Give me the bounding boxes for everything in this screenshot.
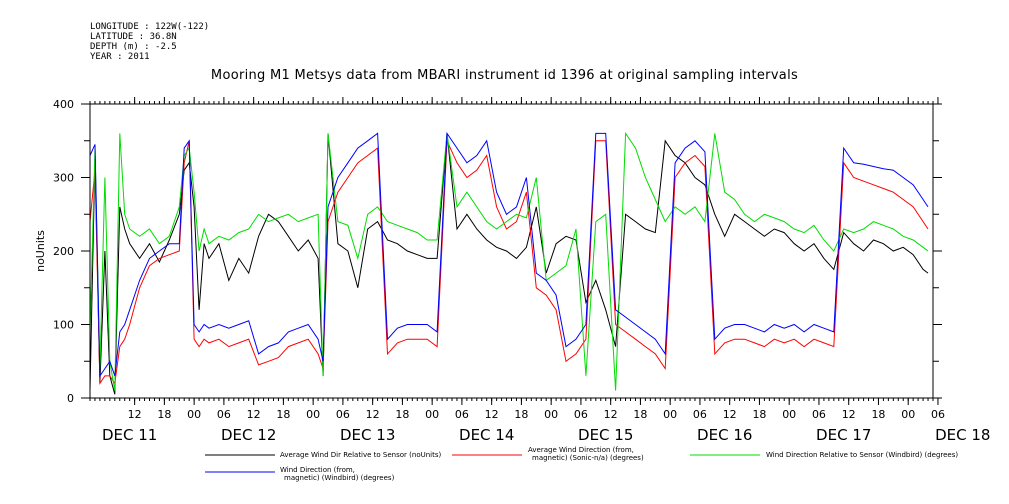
legend-label-2: Average Wind Direction (from, — [528, 446, 634, 454]
series-line-2 — [90, 140, 929, 385]
x-tick-label: 06 — [336, 408, 350, 421]
chart-title: Mooring M1 Metsys data from MBARI instru… — [210, 68, 799, 83]
y-tick-label: 0 — [67, 392, 74, 405]
x-tick-label: 06 — [931, 408, 945, 421]
x-tick-label: 00 — [901, 408, 915, 421]
year-text: YEAR : 2011 — [90, 52, 150, 62]
x-tick-label: 18 — [395, 408, 409, 421]
x-tick-label: 00 — [425, 408, 439, 421]
x-tick-label: 06 — [574, 408, 588, 421]
x-tick-label: 12 — [842, 408, 856, 421]
x-tick-label: 06 — [812, 408, 826, 421]
legend-label-2: magnetic) (Sonic-n/a) (degrees) — [532, 454, 644, 462]
depth-text: DEPTH (m) : -2.5 — [90, 42, 177, 52]
x-day-label: DEC 12 — [221, 426, 276, 444]
x-day-label: DEC 16 — [697, 426, 752, 444]
legend-label-1: Average Wind Dir Relative to Sensor (noU… — [280, 451, 441, 459]
latitude-text: LATITUDE : 36.8N — [90, 32, 177, 42]
metadata-block: LONGITUDE : 122W(-122) LATITUDE : 36.8N … — [90, 22, 209, 62]
x-day-label: DEC 17 — [816, 426, 871, 444]
x-tick-label: 00 — [782, 408, 796, 421]
x-day-label: DEC 15 — [578, 426, 633, 444]
x-tick-label: 00 — [187, 408, 201, 421]
x-tick-label: 12 — [723, 408, 737, 421]
x-day-label: DEC 18 — [935, 426, 990, 444]
x-tick-label: 18 — [514, 408, 528, 421]
x-tick-label: 00 — [663, 408, 677, 421]
longitude-text: LONGITUDE : 122W(-122) — [90, 22, 210, 32]
legend-label-4: magnetic) (Windbird) (degrees) — [284, 474, 395, 482]
x-tick-label: 12 — [604, 408, 618, 421]
x-tick-label: 06 — [455, 408, 469, 421]
legend-label-3: Wind Direction Relative to Sensor (Windb… — [766, 451, 958, 459]
y-axis-label: noUnits — [34, 230, 47, 272]
x-tick-label: 18 — [157, 408, 171, 421]
x-tick-label: 18 — [871, 408, 885, 421]
x-tick-label: 18 — [276, 408, 290, 421]
x-day-label: DEC 14 — [459, 426, 514, 444]
x-tick-label: 18 — [633, 408, 647, 421]
x-day-label: DEC 13 — [340, 426, 395, 444]
plot-frame — [89, 103, 934, 399]
x-tick-label: 00 — [306, 408, 320, 421]
x-tick-label: 12 — [128, 408, 142, 421]
x-tick-label: 12 — [247, 408, 261, 421]
x-day-label: DEC 11 — [102, 426, 157, 444]
x-tick-label: 12 — [366, 408, 380, 421]
series-line-1 — [90, 133, 929, 395]
legend-label-4: Wind Direction (from, — [280, 466, 355, 474]
x-tick-label: 00 — [544, 408, 558, 421]
series-line-4 — [90, 131, 929, 378]
y-tick-label: 300 — [53, 172, 74, 185]
x-tick-label: 06 — [693, 408, 707, 421]
y-tick-label: 400 — [53, 98, 74, 111]
series-line-3 — [90, 131, 929, 391]
y-tick-label: 100 — [53, 319, 74, 332]
x-tick-label: 06 — [217, 408, 231, 421]
x-tick-label: 18 — [752, 408, 766, 421]
y-tick-label: 200 — [53, 245, 74, 258]
x-tick-label: 12 — [485, 408, 499, 421]
